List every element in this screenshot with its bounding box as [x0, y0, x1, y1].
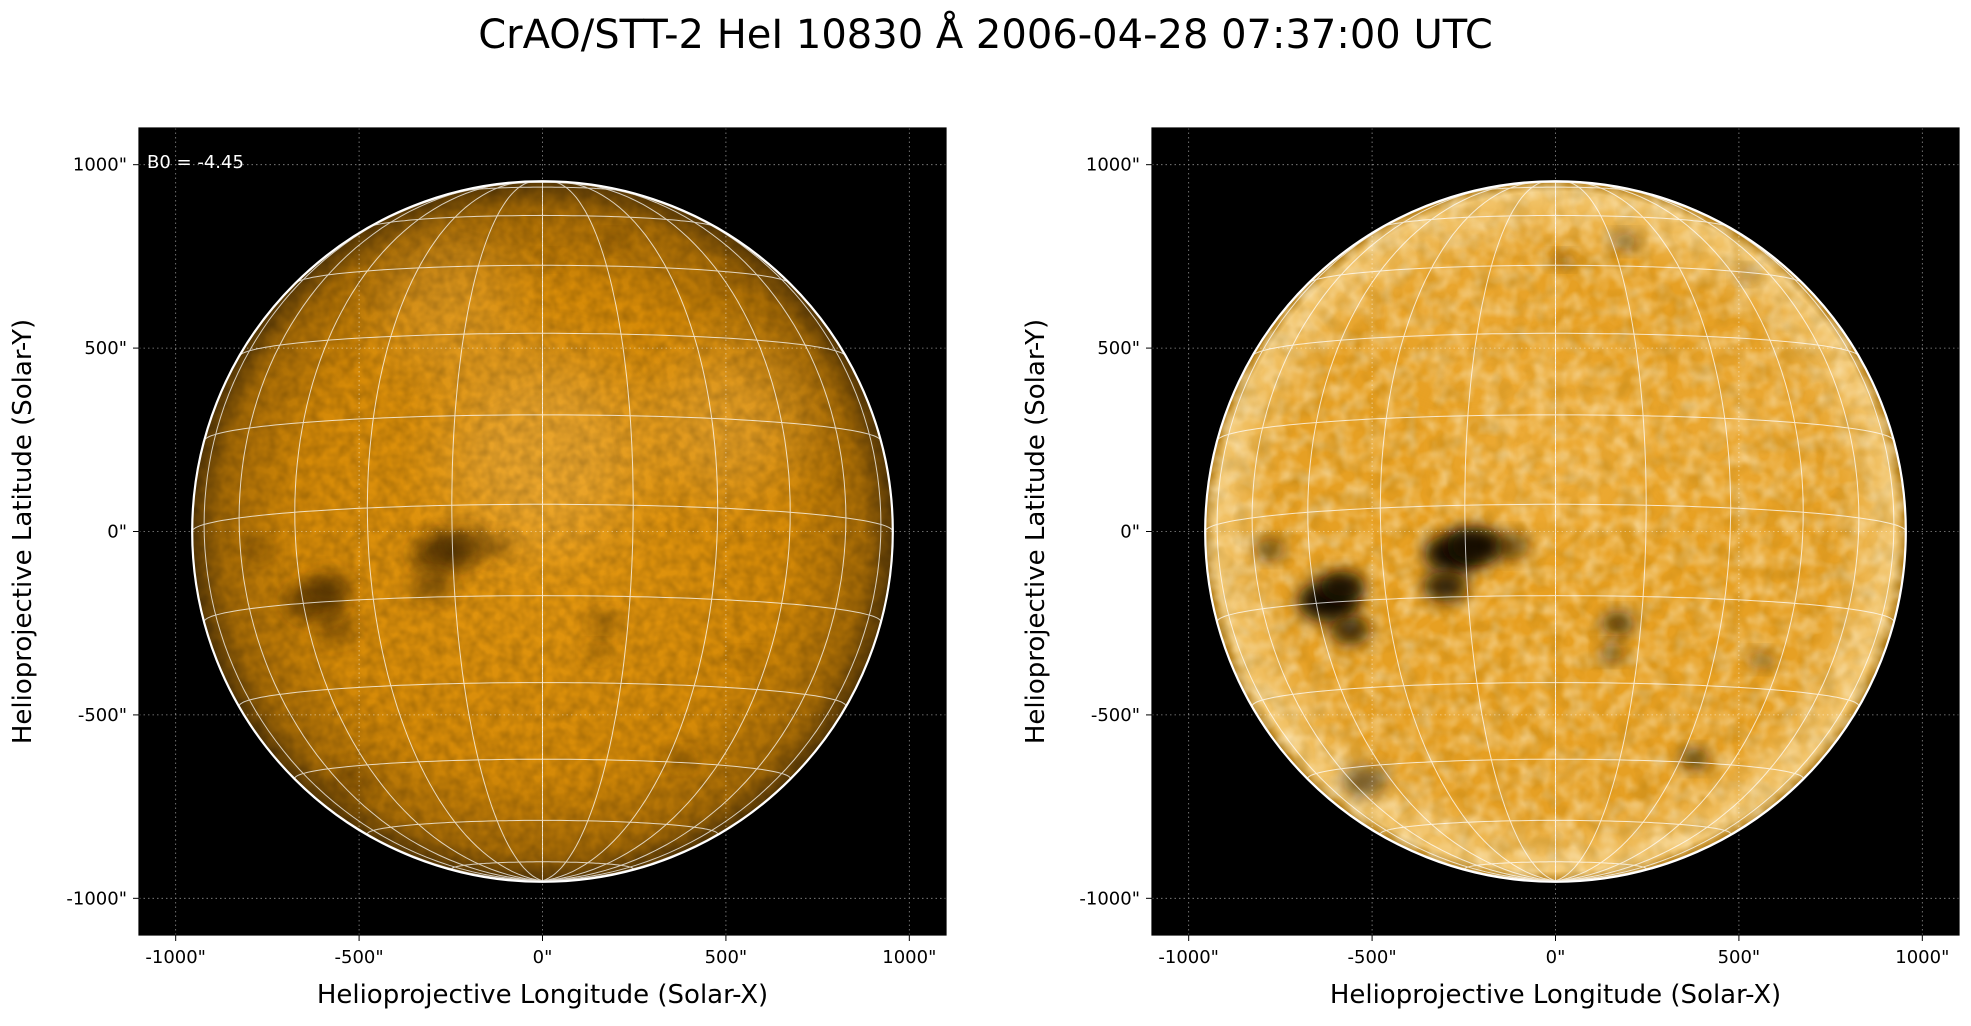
parallel-line — [1381, 214, 1730, 228]
parallel-line — [191, 503, 894, 532]
parallel-line — [366, 819, 719, 835]
parallel-line — [1204, 503, 1907, 532]
dark-feature — [1255, 540, 1284, 560]
dark-feature — [1552, 253, 1573, 267]
x-tick-label: -1000" — [145, 947, 206, 968]
dark-feature — [1600, 644, 1625, 661]
dark-feature — [433, 526, 491, 566]
limb-circle — [191, 180, 894, 883]
dark-feature — [600, 233, 625, 250]
dark-feature — [723, 267, 744, 282]
dark-feature — [587, 644, 612, 661]
dark-feature — [316, 616, 358, 645]
x-tick-label: -500" — [1348, 947, 1397, 968]
heliographic-grid — [191, 180, 894, 882]
dark-feature — [1423, 571, 1468, 602]
y-tick-label: 0" — [107, 522, 127, 543]
dark-feature — [735, 651, 761, 669]
x-axis-label: Helioprojective Longitude (Solar-X) — [317, 980, 768, 1010]
dark-feature — [242, 540, 271, 560]
dark-feature — [1320, 571, 1365, 602]
parallel-line — [1379, 819, 1732, 835]
x-tick-label: 0" — [533, 947, 553, 968]
dark-feature — [1736, 267, 1757, 282]
parallel-line — [1252, 332, 1859, 356]
dark-feature — [410, 571, 455, 602]
parallel-line — [1216, 414, 1895, 441]
dark-feature — [307, 571, 352, 602]
y-tick-label: -1000" — [1079, 888, 1140, 909]
panel-right: -1000" -500" 0" 500" 1000" 1000" 500" 0" -500" -1… — [1021, 127, 1960, 1010]
parallel-line — [1216, 595, 1895, 623]
parallel-line — [1308, 264, 1803, 283]
y-tick-label: 0" — [1120, 522, 1140, 543]
limb-circle — [1204, 180, 1907, 883]
dark-feature — [1446, 526, 1504, 566]
dark-feature — [539, 253, 560, 267]
y-tick-label: -500" — [78, 705, 127, 726]
dark-feature — [588, 612, 621, 635]
x-axis-label: Helioprojective Longitude (Solar-X) — [1330, 980, 1781, 1010]
y-axis-label: Helioprojective Latitude (Solar-Y) — [1021, 319, 1051, 744]
y-tick-label: 1000" — [73, 155, 127, 176]
dark-feature — [1493, 533, 1530, 559]
y-tick-label: -1000" — [66, 888, 127, 909]
x-tick-label: 1000" — [882, 947, 936, 968]
x-tick-label: 500" — [705, 947, 748, 968]
y-tick-label: 500" — [84, 338, 127, 359]
dark-feature — [667, 749, 697, 769]
y-tick-label: -500" — [1091, 705, 1140, 726]
y-axis-label: Helioprojective Latitude (Solar-Y) — [8, 319, 38, 744]
parallel-line — [295, 264, 790, 283]
x-tick-label: 1000" — [1895, 947, 1949, 968]
x-tick-label: 500" — [1718, 947, 1761, 968]
parallel-line — [203, 595, 882, 623]
dark-feature — [1680, 749, 1710, 769]
dark-feature — [1601, 612, 1634, 635]
dark-feature — [1613, 233, 1638, 250]
dark-feature — [1748, 651, 1774, 669]
b0-annotation: B0 = -4.45 — [147, 152, 244, 173]
parallel-line — [203, 414, 882, 441]
y-tick-label: 1000" — [1086, 155, 1140, 176]
dark-feature — [480, 533, 517, 559]
parallel-line — [368, 214, 717, 228]
x-tick-label: -1000" — [1158, 947, 1219, 968]
y-tick-label: 500" — [1097, 338, 1140, 359]
x-tick-label: 0" — [1546, 947, 1566, 968]
dark-feature — [1329, 616, 1371, 645]
figure-title: CrAO/STT-2 HeI 10830 Å 2006-04-28 07:37:… — [478, 12, 1493, 58]
panel-left: -1000" -500" 0" 500" 1000" 1000" 500" 0" -500" -1… — [8, 127, 947, 1010]
parallel-line — [239, 332, 846, 356]
x-tick-label: -500" — [335, 947, 384, 968]
dark-feature — [329, 765, 374, 797]
dark-feature — [1342, 765, 1387, 797]
